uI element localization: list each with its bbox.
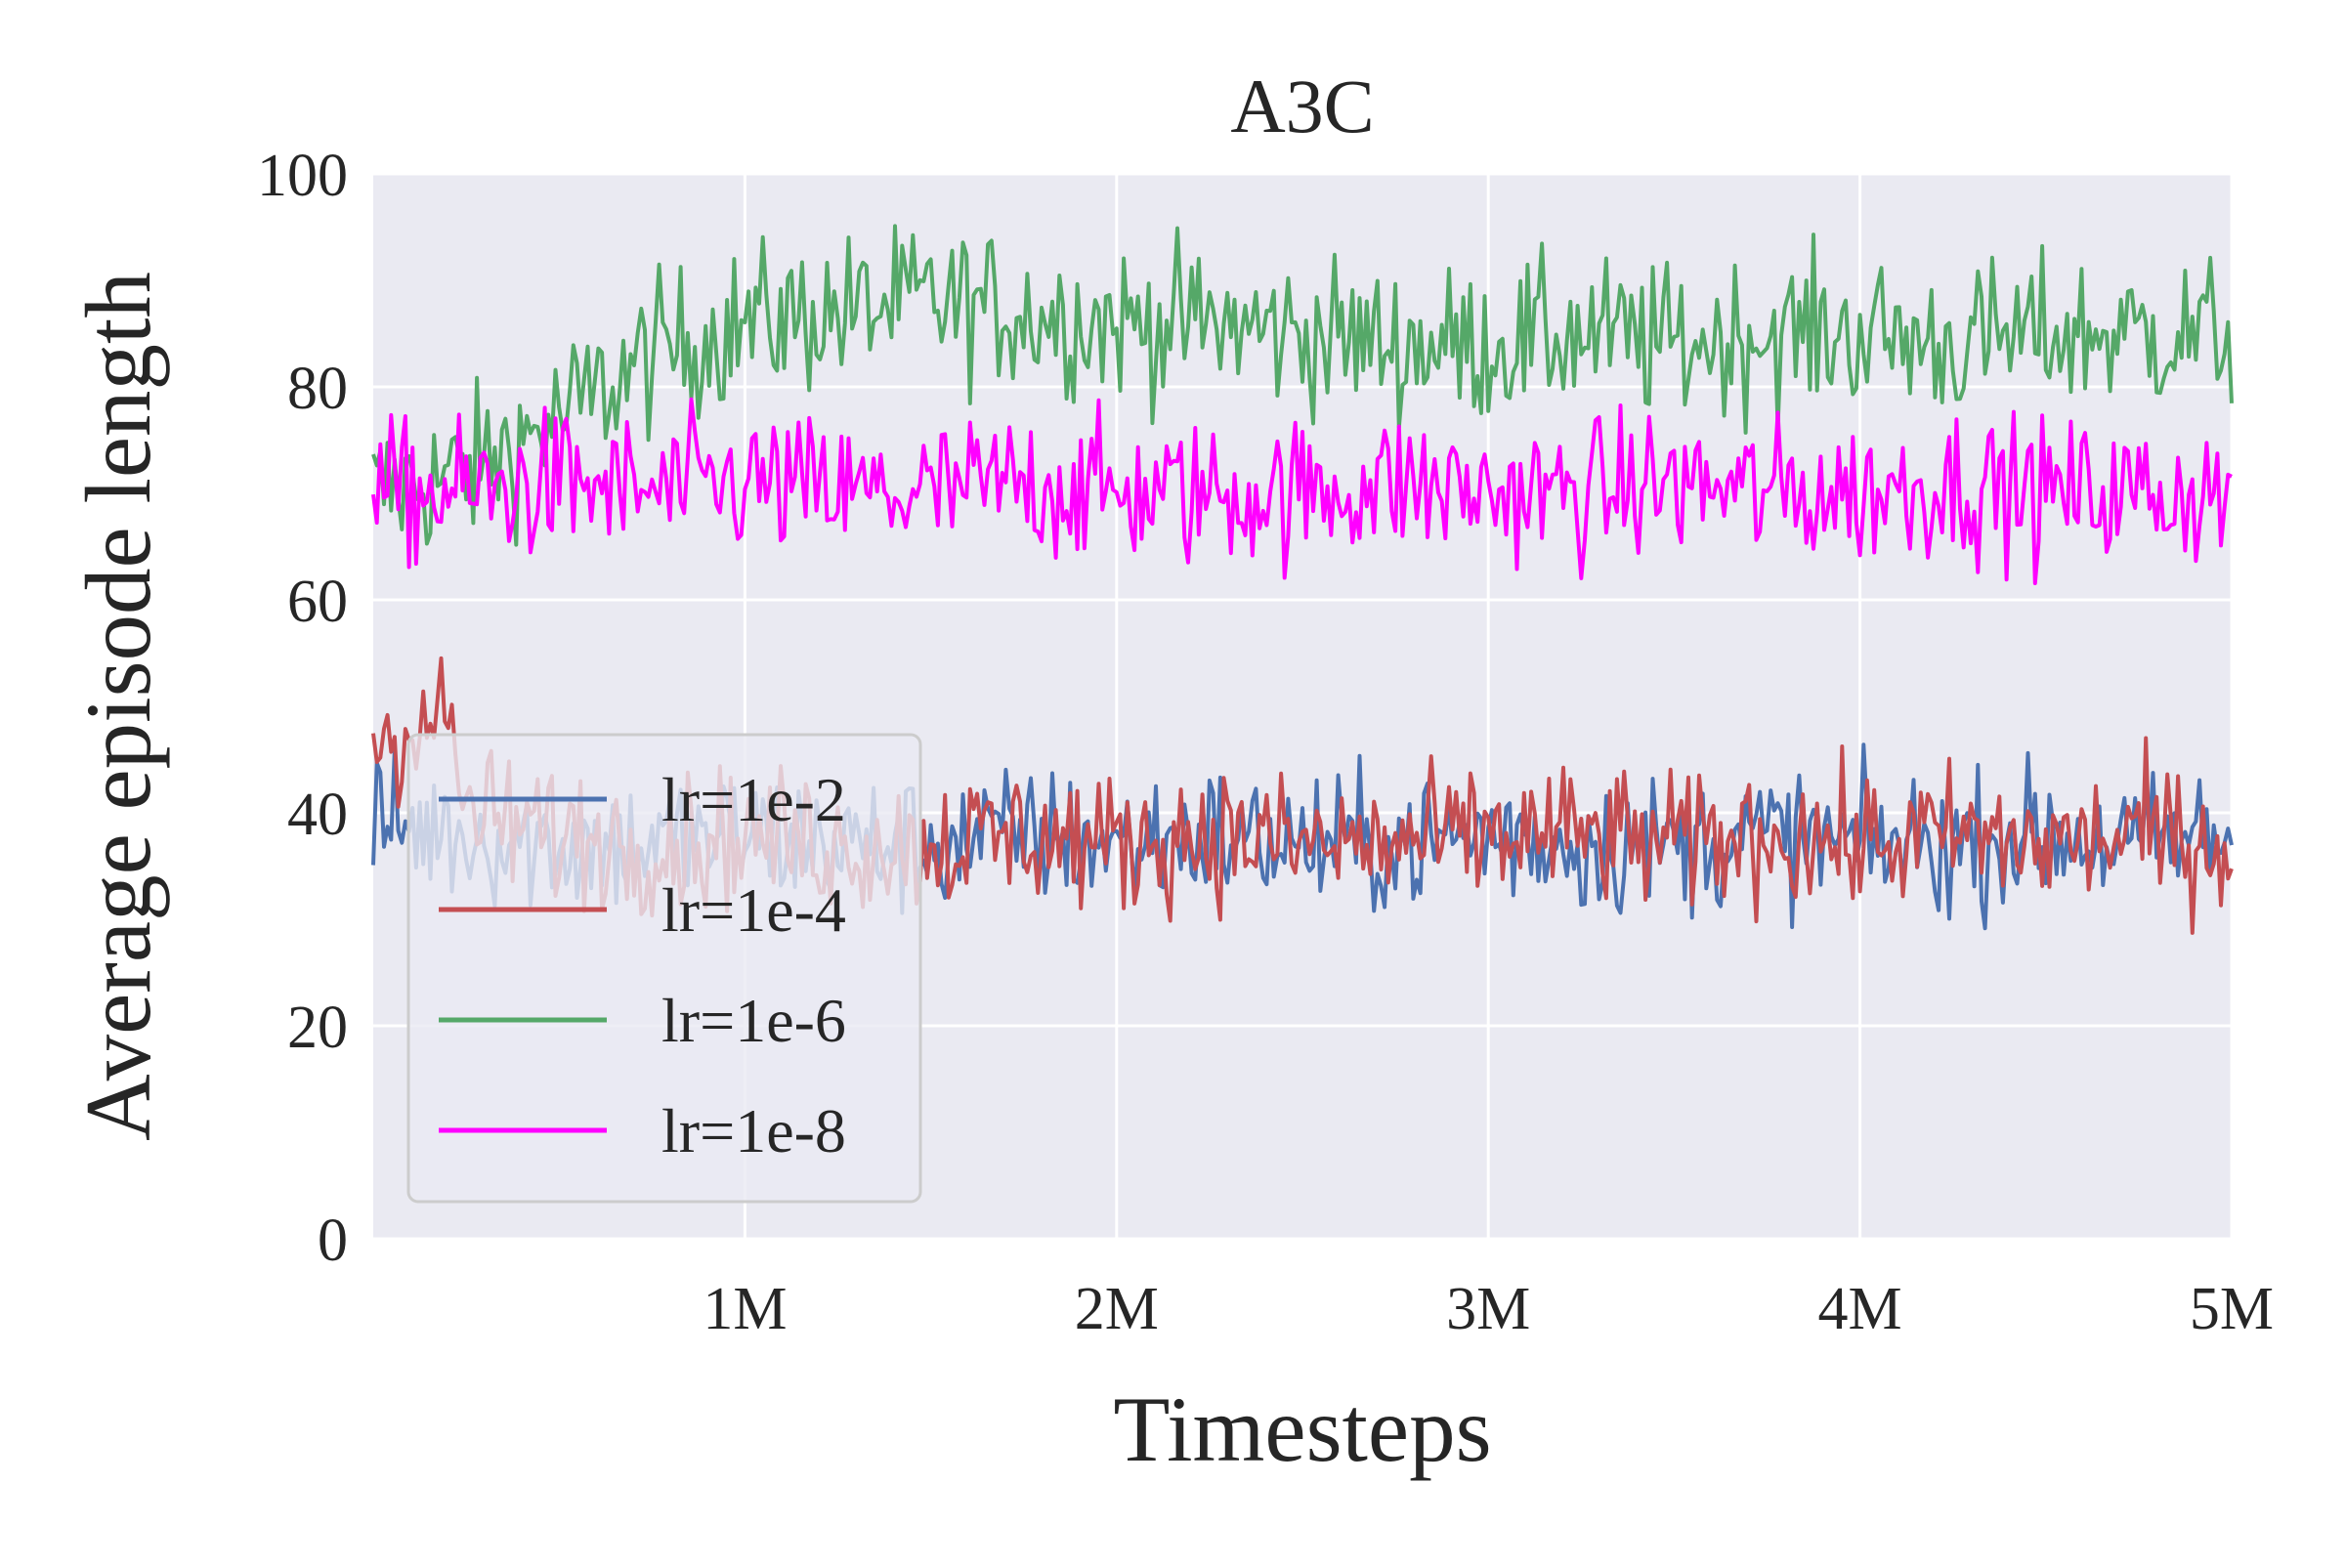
x-tick-label: 4M: [1818, 1276, 1902, 1342]
x-tick-label: 2M: [1075, 1276, 1159, 1342]
x-tick-label: 1M: [703, 1276, 787, 1342]
legend-label: lr=1e-8: [661, 1096, 846, 1165]
x-axis-title: Timesteps: [1113, 1377, 1491, 1481]
y-tick-label: 80: [287, 356, 348, 422]
y-tick-label: 20: [287, 995, 348, 1061]
legend-label: lr=1e-6: [661, 986, 846, 1055]
legend: lr=1e-2 lr=1e-4 lr=1e-6 lr=1e-8: [406, 733, 922, 1204]
chart-title: A3C: [1230, 64, 1374, 148]
series-line: [371, 397, 2233, 585]
y-axis-title: Average episode length: [66, 272, 170, 1141]
legend-box: [406, 733, 922, 1204]
y-tick-label: 100: [257, 143, 348, 209]
y-tick-label: 0: [318, 1208, 348, 1274]
tick-labels: 0 20 40 60 80 100 1M 2M 3M 4M 5M: [257, 143, 2274, 1342]
y-tick-label: 40: [287, 782, 348, 848]
series-line: [371, 224, 2234, 547]
x-tick-label: 5M: [2190, 1276, 2274, 1342]
legend-label: lr=1e-2: [661, 765, 846, 834]
y-tick-label: 60: [287, 569, 348, 635]
legend-label: lr=1e-4: [661, 875, 846, 945]
x-tick-label: 3M: [1446, 1276, 1530, 1342]
